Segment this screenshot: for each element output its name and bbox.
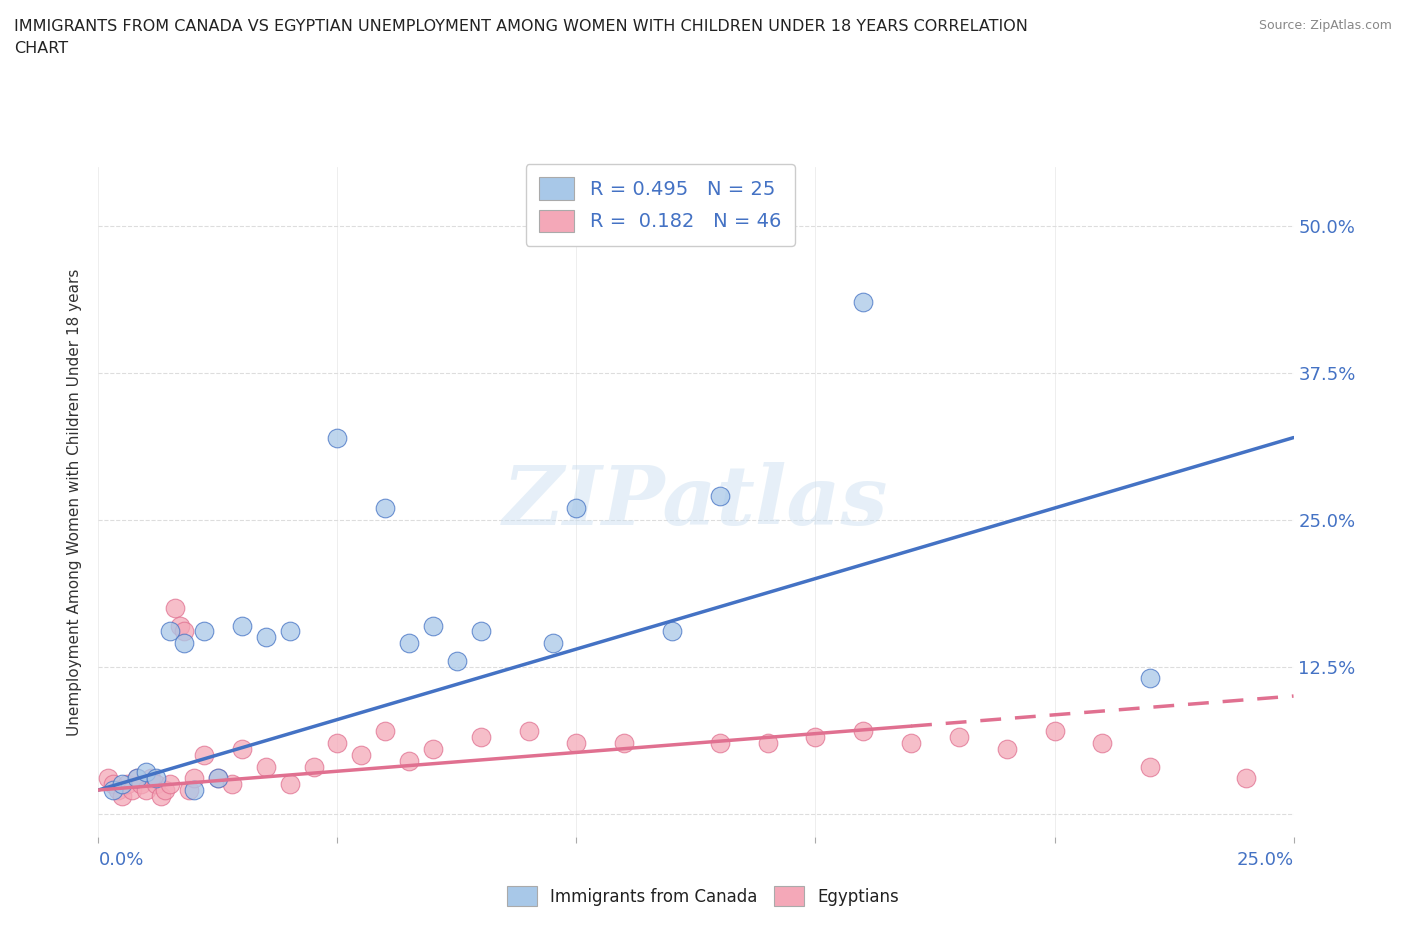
Point <box>173 636 195 651</box>
Point <box>374 724 396 738</box>
Point <box>278 624 301 639</box>
Point <box>709 736 731 751</box>
Y-axis label: Unemployment Among Women with Children Under 18 years: Unemployment Among Women with Children U… <box>67 269 83 736</box>
Point <box>193 624 215 639</box>
Point <box>948 730 970 745</box>
Point <box>139 771 162 786</box>
Legend: Immigrants from Canada, Egyptians: Immigrants from Canada, Egyptians <box>501 880 905 912</box>
Point <box>565 736 588 751</box>
Point <box>398 753 420 768</box>
Point <box>231 741 253 756</box>
Point <box>193 748 215 763</box>
Point <box>145 777 167 791</box>
Point <box>221 777 243 791</box>
Point <box>101 782 124 797</box>
Point <box>852 295 875 310</box>
Text: ZIPatlas: ZIPatlas <box>503 462 889 542</box>
Point <box>101 777 124 791</box>
Point <box>173 624 195 639</box>
Point <box>613 736 636 751</box>
Point <box>125 771 148 786</box>
Point <box>756 736 779 751</box>
Point <box>121 782 143 797</box>
Point <box>1234 771 1257 786</box>
Point <box>517 724 540 738</box>
Point <box>326 736 349 751</box>
Point <box>159 777 181 791</box>
Point <box>159 624 181 639</box>
Point <box>111 789 134 804</box>
Point <box>107 782 129 797</box>
Text: IMMIGRANTS FROM CANADA VS EGYPTIAN UNEMPLOYMENT AMONG WOMEN WITH CHILDREN UNDER : IMMIGRANTS FROM CANADA VS EGYPTIAN UNEMP… <box>14 19 1028 56</box>
Point <box>135 765 157 780</box>
Point <box>97 771 120 786</box>
Point <box>254 759 277 774</box>
Point <box>155 782 177 797</box>
Text: 25.0%: 25.0% <box>1236 851 1294 869</box>
Point <box>183 771 205 786</box>
Point <box>115 777 138 791</box>
Text: 0.0%: 0.0% <box>98 851 143 869</box>
Point <box>374 500 396 515</box>
Point <box>169 618 191 633</box>
Point <box>541 636 564 651</box>
Text: Source: ZipAtlas.com: Source: ZipAtlas.com <box>1258 19 1392 32</box>
Point <box>565 500 588 515</box>
Point <box>995 741 1018 756</box>
Point <box>111 777 134 791</box>
Point <box>231 618 253 633</box>
Point <box>900 736 922 751</box>
Point <box>145 771 167 786</box>
Point <box>254 630 277 644</box>
Point <box>422 741 444 756</box>
Point <box>125 771 148 786</box>
Point <box>661 624 683 639</box>
Point <box>422 618 444 633</box>
Point <box>179 782 201 797</box>
Point <box>1091 736 1114 751</box>
Point <box>278 777 301 791</box>
Point <box>149 789 172 804</box>
Point <box>852 724 875 738</box>
Point <box>446 654 468 669</box>
Point <box>183 782 205 797</box>
Point <box>398 636 420 651</box>
Point <box>350 748 373 763</box>
Point <box>131 777 153 791</box>
Point <box>326 431 349 445</box>
Point <box>207 771 229 786</box>
Legend: R = 0.495   N = 25, R =  0.182   N = 46: R = 0.495 N = 25, R = 0.182 N = 46 <box>526 164 794 246</box>
Point <box>709 489 731 504</box>
Point <box>163 601 186 616</box>
Point <box>135 782 157 797</box>
Point <box>470 730 492 745</box>
Point <box>1043 724 1066 738</box>
Point <box>302 759 325 774</box>
Point <box>1139 759 1161 774</box>
Point <box>470 624 492 639</box>
Point <box>1139 671 1161 685</box>
Point <box>207 771 229 786</box>
Point <box>804 730 827 745</box>
